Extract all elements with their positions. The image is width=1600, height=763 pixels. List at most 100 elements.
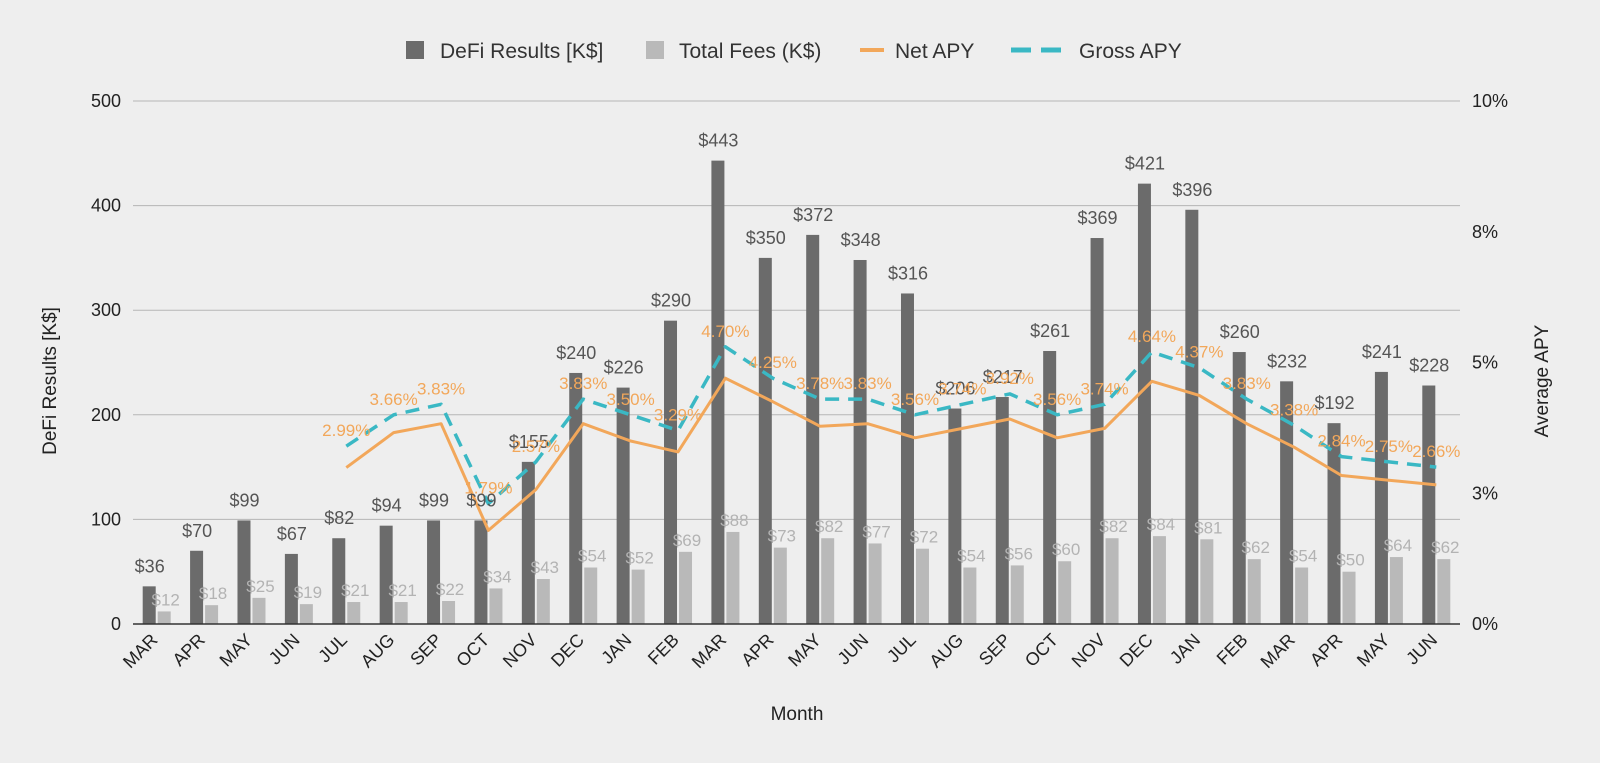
data-label-net-apy: 3.83% <box>559 374 607 393</box>
data-label-total-fees: $21 <box>341 581 369 600</box>
bar-total-fees <box>915 548 929 624</box>
line-net-apy <box>345 376 1437 532</box>
y-tick-label: 200 <box>91 405 121 425</box>
data-label-net-apy: 1.79% <box>464 479 512 498</box>
x-tick-label: APR <box>737 630 777 670</box>
y2-tick-label: 3% <box>1472 483 1498 503</box>
x-tick-label: MAR <box>1257 630 1299 672</box>
bar-total-fees <box>1389 557 1403 624</box>
bar-total-fees <box>205 605 219 624</box>
data-label-defi-results: $369 <box>1078 208 1118 228</box>
data-label-defi-results: $232 <box>1267 351 1307 371</box>
data-label-total-fees: $19 <box>294 583 322 602</box>
y-tick-label: 400 <box>91 196 121 216</box>
data-label-net-apy: 3.38% <box>1270 400 1318 419</box>
x-tick-label: AUG <box>925 630 967 672</box>
data-label-defi-results: $36 <box>135 556 165 576</box>
bar-total-fees <box>299 604 313 624</box>
x-tick-label: JAN <box>1166 630 1204 668</box>
data-label-total-fees: $22 <box>436 580 464 599</box>
data-label-total-fees: $69 <box>673 531 701 550</box>
legend-swatch-defi-results <box>406 41 424 59</box>
legend-label-gross-apy: Gross APY <box>1079 40 1182 63</box>
data-label-defi-results: $240 <box>556 343 596 363</box>
x-tick-label: OCT <box>1021 630 1062 671</box>
bar-total-fees <box>821 538 835 624</box>
bar-defi-results <box>521 461 535 624</box>
data-label-net-apy: 4.70% <box>701 322 749 341</box>
data-label-total-fees: $77 <box>862 522 890 541</box>
bar-total-fees <box>1010 565 1024 624</box>
data-label-total-fees: $21 <box>388 581 416 600</box>
y-tick-label: 100 <box>91 509 121 529</box>
bar-defi-results <box>1137 183 1151 624</box>
bar-total-fees <box>1058 561 1072 624</box>
y2-tick-label: 10% <box>1472 91 1508 111</box>
data-label-net-apy: 3.92% <box>986 369 1034 388</box>
x-tick-label: NOV <box>499 630 541 672</box>
bar-total-fees <box>1247 559 1261 624</box>
x-tick-label: DEC <box>1116 630 1157 671</box>
data-label-total-fees: $62 <box>1242 538 1270 557</box>
data-label-defi-results: $99 <box>419 490 449 510</box>
bar-total-fees <box>1295 567 1309 624</box>
data-label-total-fees: $50 <box>1336 551 1364 570</box>
y-tick-label: 0 <box>111 614 121 634</box>
legend-swatch-total-fees <box>646 41 664 59</box>
data-label-total-fees: $64 <box>1384 536 1412 555</box>
bar-defi-results <box>1422 385 1436 624</box>
bars-group <box>142 160 1451 624</box>
data-label-net-apy: 3.29% <box>654 405 702 424</box>
bar-defi-results <box>948 408 962 624</box>
x-tick-label: OCT <box>452 630 493 671</box>
data-label-net-apy: 3.78% <box>796 374 844 393</box>
x-tick-label: JUN <box>1402 630 1441 669</box>
x-tick-label: APR <box>1306 630 1346 670</box>
data-label-total-fees: $25 <box>246 577 274 596</box>
y-axis-title-right: Average APY <box>1532 324 1553 437</box>
bar-defi-results <box>664 320 678 624</box>
data-label-net-apy: 2.57% <box>512 437 560 456</box>
gridlines <box>133 100 1460 520</box>
bar-defi-results <box>142 586 156 624</box>
y2-tick-label: 0% <box>1472 614 1498 634</box>
x-tick-label: MAY <box>216 630 257 671</box>
bar-defi-results <box>853 259 867 624</box>
data-label-defi-results: $350 <box>746 228 786 248</box>
bar-defi-results <box>1374 371 1388 624</box>
bar-defi-results <box>1185 209 1199 624</box>
y2-tick-label: 8% <box>1472 222 1498 242</box>
data-label-net-apy: 3.74% <box>1080 379 1128 398</box>
y-axis-title-left: DeFi Results [K$] <box>40 307 61 455</box>
bar-total-fees <box>868 543 882 624</box>
bar-total-fees <box>726 531 740 624</box>
bar-defi-results <box>474 520 488 624</box>
data-label-total-fees: $84 <box>1147 515 1175 534</box>
y-tick-label: 300 <box>91 300 121 320</box>
bar-total-fees <box>773 547 787 624</box>
data-label-defi-results: $396 <box>1172 180 1212 200</box>
data-label-defi-results: $99 <box>229 490 259 510</box>
legend-label-defi-results: DeFi Results [K$] <box>440 40 603 63</box>
x-tick-label: APR <box>169 630 209 670</box>
data-label-total-fees: $73 <box>768 527 796 546</box>
data-label-net-apy: 3.83% <box>417 379 465 398</box>
data-label-total-fees: $12 <box>152 590 180 609</box>
data-label-defi-results: $206 <box>935 379 975 399</box>
bar-total-fees <box>1152 536 1166 624</box>
bar-total-fees <box>1105 538 1119 624</box>
data-label-net-apy: 2.66% <box>1412 442 1460 461</box>
bar-total-fees <box>442 600 456 624</box>
data-label-defi-results: $241 <box>1362 342 1402 362</box>
bar-defi-results <box>900 293 914 624</box>
data-label-net-apy: 2.84% <box>1317 432 1365 451</box>
x-tick-label: DEC <box>547 630 588 671</box>
data-label-defi-results: $70 <box>182 521 212 541</box>
data-label-total-fees: $54 <box>578 547 606 566</box>
lines-group <box>345 345 1437 532</box>
data-label-net-apy: 3.50% <box>607 390 655 409</box>
data-label-total-fees: $81 <box>1194 518 1222 537</box>
data-label-total-fees: $88 <box>720 511 748 530</box>
data-label-total-fees: $54 <box>957 547 985 566</box>
